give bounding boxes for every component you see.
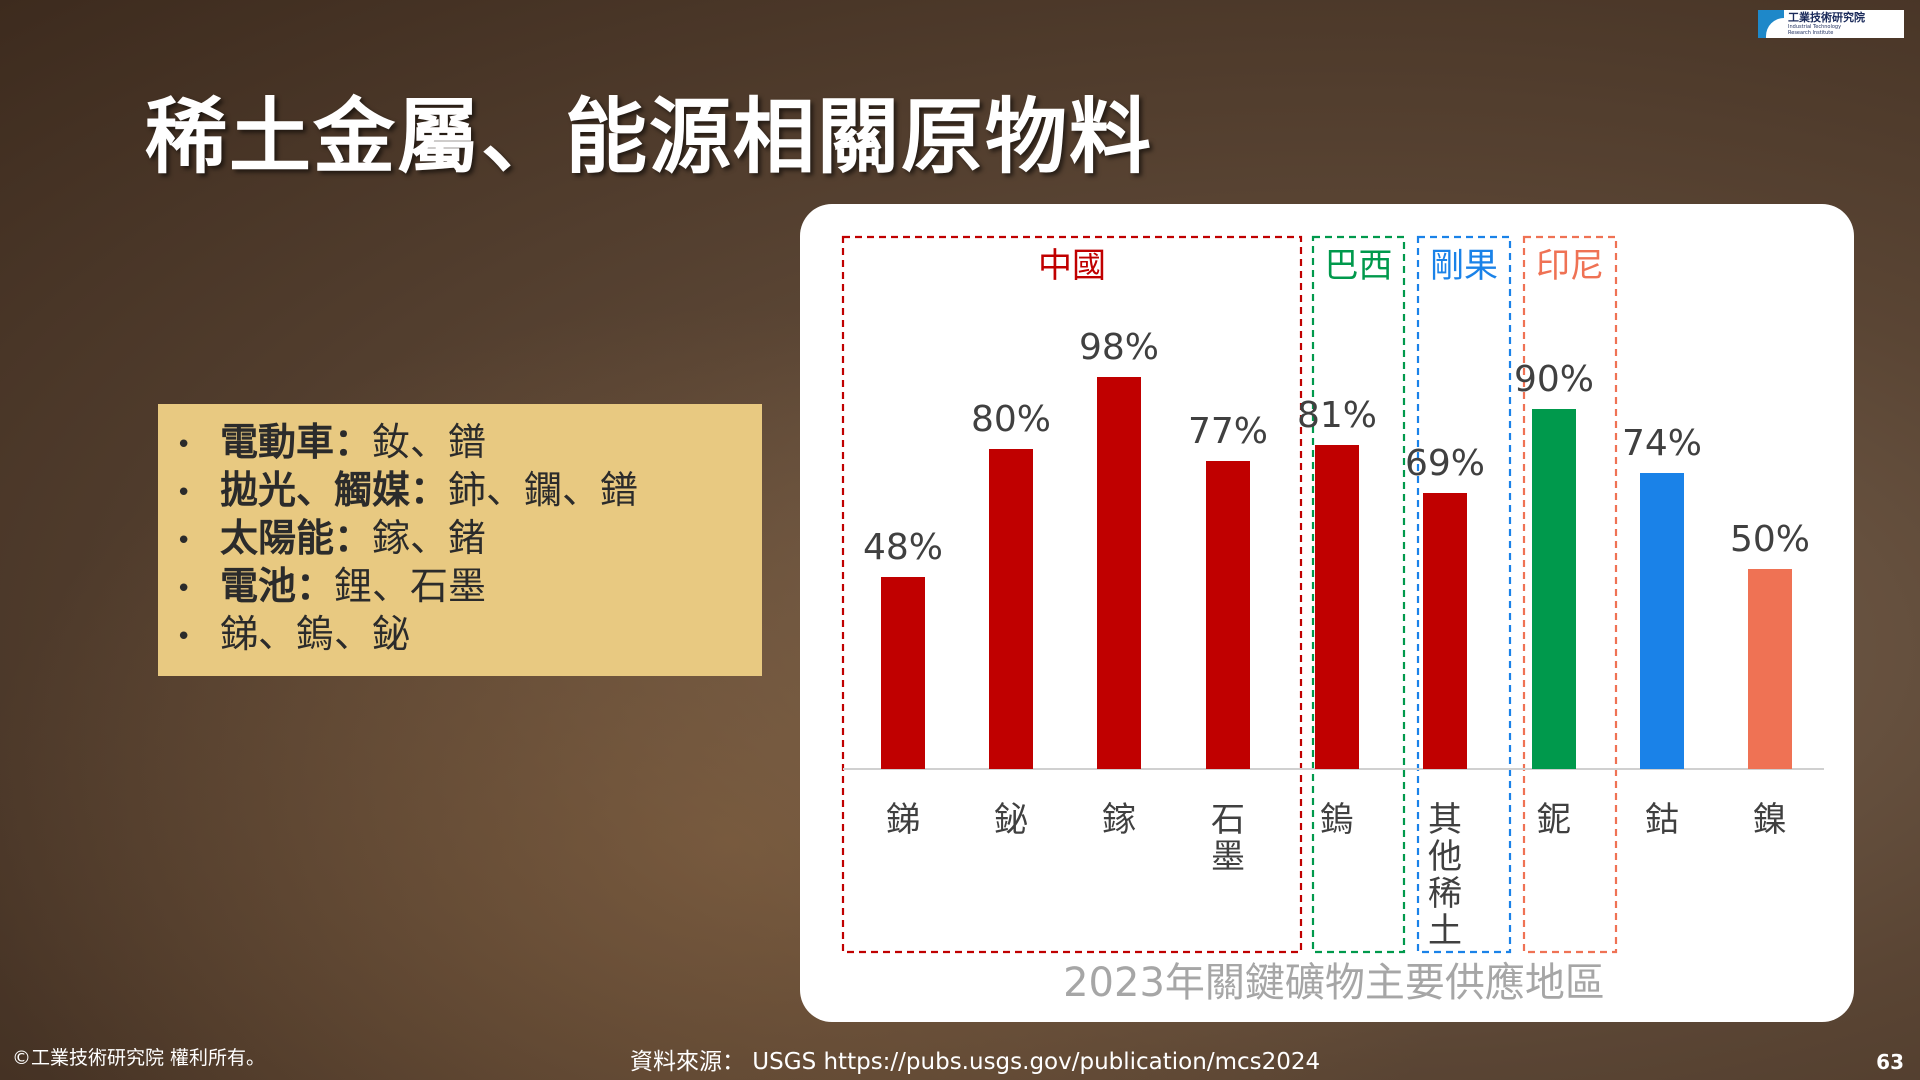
bullet-icon: •: [176, 477, 192, 508]
list-item: • 電池：鋰、石墨: [176, 562, 762, 610]
list-item-sep: ：: [296, 564, 335, 608]
data-label: 74%: [1622, 423, 1702, 464]
copyright-text: ©工業技術研究院 權利所有。: [12, 1047, 266, 1069]
bar: [1748, 569, 1792, 769]
group-label: 中國: [1038, 246, 1106, 286]
list-item-sep: ：: [334, 516, 373, 560]
material-list-box: • 電動車：釹、鐠 • 拋光、觸媒：鈰、鑭、鐠 • 太陽能：鎵、鍺 • 電池：鋰、石墨 …: [158, 404, 762, 676]
category-label: 其他稀土: [1428, 800, 1462, 951]
group-frame: [1311, 235, 1406, 954]
list-item-text: 釹、鐠: [372, 420, 487, 464]
group-frame: [1416, 235, 1512, 954]
group-frame: [841, 235, 1303, 954]
material-list: • 電動車：釹、鐠 • 拋光、觸媒：鈰、鑭、鐠 • 太陽能：鎵、鍺 • 電池：鋰、石墨 …: [176, 418, 762, 658]
logo-sub-2: Research Institute: [1788, 30, 1834, 36]
data-label: 50%: [1730, 519, 1810, 560]
data-label: 98%: [1079, 327, 1159, 368]
category-label: 鎵: [1102, 800, 1136, 840]
itri-logo-icon: [1758, 10, 1784, 38]
itri-logo: 工業技術研究院 Industrial Technology Research I…: [1758, 10, 1904, 38]
list-item-label: 拋光、觸媒: [220, 468, 411, 512]
category-label: 鈮: [1537, 800, 1571, 840]
list-item: • 電動車：釹、鐠: [176, 418, 762, 466]
list-item: • 銻、鎢、鉍: [176, 610, 762, 658]
logo-name: 工業技術研究院: [1788, 11, 1865, 24]
data-label: 90%: [1514, 359, 1594, 400]
bar: [1206, 461, 1250, 769]
group-label: 巴西: [1325, 246, 1393, 286]
list-item-label: 太陽能: [220, 516, 335, 560]
chart-panel: 中國 巴西 剛果 印尼 48% 銻 80% 鉍 98% 鎵 77% 石墨 81% 鎢 69% 其他稀土 90% 鈮…: [800, 204, 1854, 1022]
bar: [881, 577, 925, 769]
bar: [1097, 377, 1141, 769]
bar: [989, 449, 1033, 769]
bar: [1640, 473, 1684, 769]
category-label: 鈷: [1645, 800, 1679, 840]
page-title: 稀土金屬、能源相關原物料: [145, 90, 1154, 185]
data-label: 80%: [971, 399, 1051, 440]
supply-bar-chart: 中國 巴西 剛果 印尼 48% 銻 80% 鉍 98% 鎵 77% 石墨 81% 鎢 69% 其他稀土 90% 鈮…: [841, 235, 1824, 1006]
data-label: 77%: [1188, 411, 1268, 452]
group-label: 剛果: [1430, 246, 1498, 286]
category-label: 鉍: [994, 800, 1028, 840]
list-item-text: 銻、鎢、鉍: [220, 612, 411, 656]
data-label: 48%: [863, 527, 943, 568]
list-item: • 拋光、觸媒：鈰、鑭、鐠: [176, 466, 762, 514]
list-item-text: 鋰、石墨: [334, 564, 487, 608]
category-label: 銻: [886, 800, 920, 840]
chart-title: 2023年關鍵礦物主要供應地區: [1063, 960, 1605, 1006]
logo-sub-1: Industrial Technology: [1788, 24, 1842, 30]
list-item-label: 電池: [220, 564, 297, 608]
group-frame: [1522, 235, 1618, 954]
bar: [1532, 409, 1576, 769]
category-label: 鎳: [1753, 800, 1787, 840]
category-label: 石墨: [1211, 800, 1245, 877]
list-item-text: 鈰、鑭、鐠: [448, 468, 639, 512]
list-item-sep: ：: [334, 420, 373, 464]
list-item-text: 鎵、鍺: [372, 516, 487, 560]
group-label: 印尼: [1536, 246, 1604, 286]
bullet-icon: •: [176, 573, 192, 604]
bullet-icon: •: [176, 429, 192, 460]
list-item-label: 電動車: [220, 420, 335, 464]
data-label: 81%: [1297, 395, 1377, 436]
data-label: 69%: [1405, 443, 1485, 484]
bullet-icon: •: [176, 621, 192, 652]
list-item-sep: ：: [410, 468, 449, 512]
bullet-icon: •: [176, 525, 192, 556]
page-number: 63: [1876, 1050, 1904, 1074]
bar: [1423, 493, 1467, 769]
list-item: • 太陽能：鎵、鍺: [176, 514, 762, 562]
source-text: 資料來源： USGS https://pubs.usgs.gov/publica…: [630, 1049, 1321, 1075]
bar: [1315, 445, 1359, 769]
category-label: 鎢: [1320, 800, 1354, 840]
